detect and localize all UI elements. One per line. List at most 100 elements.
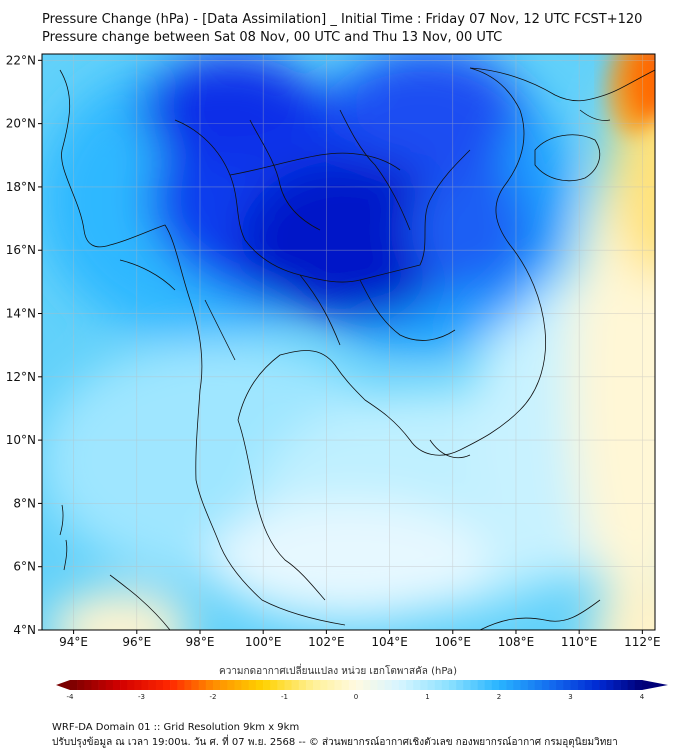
- chart-title: Pressure Change (hPa) - [Data Assimilati…: [42, 12, 643, 27]
- colorbar-cell: [441, 680, 450, 690]
- footer-credit: ปรับปรุงข้อมูล ณ เวลา 19:00น. วัน ศ. ที่…: [52, 737, 618, 748]
- colorbar-cell: [348, 680, 357, 690]
- lat-tick-label: 12°N: [6, 370, 36, 384]
- colorbar-cell: [241, 680, 250, 690]
- colorbar-tick-label: 0: [354, 693, 358, 701]
- lon-tick-label: 110°E: [561, 635, 598, 649]
- lat-tick-label: 16°N: [6, 243, 36, 257]
- colorbar-cell: [613, 680, 621, 690]
- colorbar-cell: [305, 680, 314, 690]
- colorbar-cell: [298, 680, 307, 690]
- pressure-change-map: 22°N 20°N 18°N 16°N 14°N 12°N 10°N 8°N 6°N 4°N 94…: [6, 53, 661, 649]
- colorbar-max-extend: [642, 680, 668, 690]
- colorbar-tick-label: 1: [425, 693, 429, 701]
- colorbar-cell: [255, 680, 264, 690]
- footer-model-info: WRF-DA Domain 01 :: Grid Resolution 9km …: [52, 722, 300, 733]
- colorbar-cell: [434, 680, 443, 690]
- colorbar-cell: [120, 680, 128, 690]
- colorbar-cell: [98, 680, 107, 690]
- colorbar-cell: [391, 680, 400, 690]
- colorbar-cell: [420, 680, 428, 690]
- colorbar-cell: [591, 680, 600, 690]
- colorbar-cell: [220, 680, 228, 690]
- colorbar-tick-label: -3: [138, 693, 145, 701]
- colorbar-cell: [570, 680, 578, 690]
- colorbar-cell: [377, 680, 385, 690]
- lat-tick-label: 14°N: [6, 307, 36, 321]
- colorbar-cell: [213, 680, 221, 690]
- coastlines-borders: [59, 67, 655, 630]
- colorbar-cell: [356, 680, 364, 690]
- colorbar-cell: [634, 680, 643, 690]
- colorbar-cell: [162, 680, 171, 690]
- colorbar-cell: [184, 680, 192, 690]
- chart-subtitle: Pressure change between Sat 08 Nov, 00 U…: [42, 30, 503, 45]
- colorbar-cell: [456, 680, 464, 690]
- colorbar-tick-label: 4: [640, 693, 645, 701]
- colorbar-min-extend: [56, 680, 70, 690]
- colorbar-cell: [606, 680, 614, 690]
- colorbar-cell: [84, 680, 92, 690]
- colorbar-cell: [406, 680, 414, 690]
- colorbar-cells: [56, 680, 668, 690]
- colorbar-cell: [248, 680, 257, 690]
- colorbar-tick-label: -2: [210, 693, 217, 701]
- colorbar-cell: [499, 680, 507, 690]
- colorbar-cell: [270, 680, 278, 690]
- latitude-axis: 22°N 20°N 18°N 16°N 14°N 12°N 10°N 8°N 6°N 4°N: [6, 53, 42, 637]
- colorbar-cell: [70, 680, 78, 690]
- colorbar-cell: [413, 680, 421, 690]
- colorbar-cell: [205, 680, 214, 690]
- colorbar-cell: [520, 680, 528, 690]
- lat-tick-label: 18°N: [6, 180, 36, 194]
- lat-tick-label: 20°N: [6, 117, 36, 131]
- colorbar-cell: [427, 680, 435, 690]
- colorbar-cell: [563, 680, 571, 690]
- lon-tick-label: 106°E: [435, 635, 472, 649]
- lat-tick-label: 4°N: [13, 623, 36, 637]
- colorbar-cell: [91, 680, 99, 690]
- colorbar-cell: [463, 680, 471, 690]
- colorbar-cell: [334, 680, 342, 690]
- lat-tick-label: 10°N: [6, 433, 36, 447]
- colorbar-cell: [534, 680, 543, 690]
- colorbar-cell: [384, 680, 393, 690]
- colorbar-cell: [577, 680, 586, 690]
- colorbar-tick-label: -1: [281, 693, 288, 701]
- colorbar-cell: [170, 680, 178, 690]
- lat-tick-label: 6°N: [13, 560, 36, 574]
- graticule: [42, 54, 655, 630]
- colorbar-cell: [320, 680, 328, 690]
- colorbar-cell: [191, 680, 199, 690]
- colorbar-cell: [327, 680, 335, 690]
- colorbar-cell: [599, 680, 607, 690]
- colorbar: -4 -3 -2 -1 0 1 2 3 4: [56, 680, 668, 701]
- colorbar-cell: [448, 680, 457, 690]
- colorbar-cell: [491, 680, 500, 690]
- colorbar-cell: [277, 680, 285, 690]
- colorbar-cell: [484, 680, 493, 690]
- colorbar-cell: [263, 680, 271, 690]
- lat-tick-label: 22°N: [6, 53, 36, 67]
- lat-tick-label: 8°N: [13, 496, 36, 510]
- colorbar-cell: [549, 680, 557, 690]
- longitude-axis: 94°E 96°E 98°E 100°E 102°E 104°E 106°E 108°E 110…: [59, 630, 661, 649]
- colorbar-cell: [620, 680, 628, 690]
- lon-tick-label: 102°E: [308, 635, 345, 649]
- colorbar-cell: [627, 680, 636, 690]
- colorbar-cell: [127, 680, 135, 690]
- lon-tick-label: 94°E: [59, 635, 88, 649]
- map-frame: [41, 53, 656, 631]
- colorbar-cell: [470, 680, 478, 690]
- colorbar-cell: [148, 680, 157, 690]
- lon-tick-label: 98°E: [186, 635, 215, 649]
- colorbar-cell: [105, 680, 114, 690]
- colorbar-cell: [477, 680, 485, 690]
- colorbar-cell: [398, 680, 407, 690]
- colorbar-cell: [112, 680, 121, 690]
- colorbar-cell: [584, 680, 593, 690]
- colorbar-cell: [177, 680, 185, 690]
- pressure-field: [42, 54, 655, 630]
- colorbar-ticks: -4 -3 -2 -1 0 1 2 3 4: [67, 693, 645, 701]
- lon-tick-label: 108°E: [498, 635, 535, 649]
